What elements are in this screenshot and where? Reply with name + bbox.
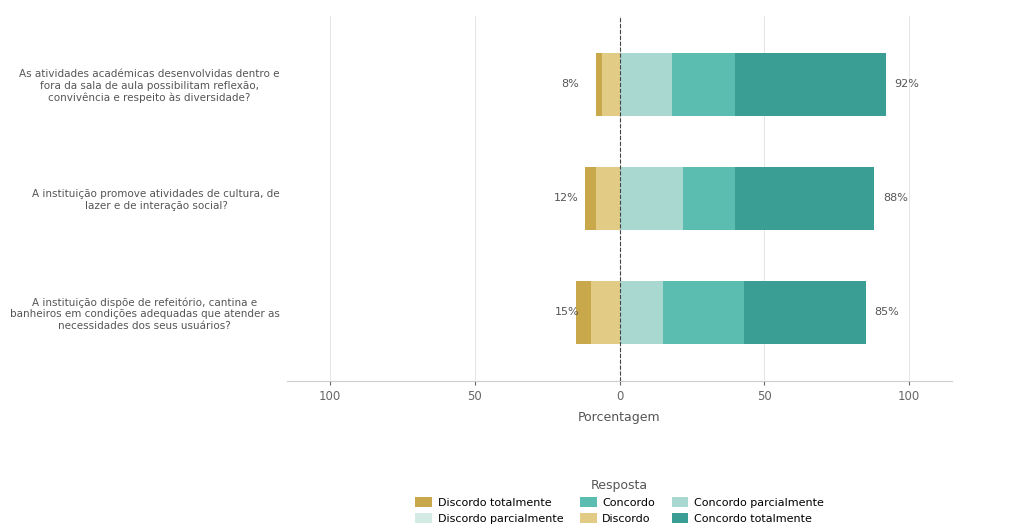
Text: 88%: 88% [883, 194, 907, 203]
Bar [672, 53, 735, 116]
Text: 85%: 85% [874, 307, 899, 317]
Bar [596, 167, 620, 230]
Bar [596, 53, 602, 116]
Text: 8%: 8% [561, 79, 579, 89]
Bar [735, 167, 874, 230]
Text: 15%: 15% [554, 307, 579, 317]
Bar [577, 281, 591, 344]
Legend: Discordo totalmente, Discordo parcialmente, Concordo, Discordo, Concordo parcial: Discordo totalmente, Discordo parcialmen… [411, 474, 828, 528]
Bar [591, 281, 620, 344]
Bar [735, 53, 886, 116]
Text: 12%: 12% [554, 194, 579, 203]
Bar [585, 167, 596, 230]
Bar [620, 53, 672, 116]
X-axis label: Porcentagem: Porcentagem [579, 411, 660, 424]
Bar [602, 53, 620, 116]
Bar [683, 167, 735, 230]
Bar [663, 281, 744, 344]
Bar [744, 281, 865, 344]
Bar [620, 167, 683, 230]
Bar [620, 281, 663, 344]
Text: 92%: 92% [894, 79, 920, 89]
